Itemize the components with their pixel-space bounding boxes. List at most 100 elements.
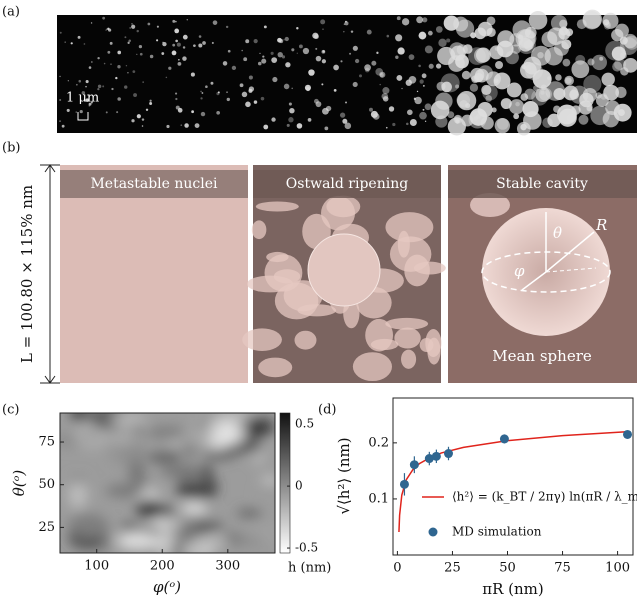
particle [172, 20, 175, 23]
particle [517, 122, 531, 136]
y-tick-label: 50 [38, 477, 55, 492]
particle [321, 50, 325, 54]
particle [116, 111, 118, 113]
particle [98, 85, 101, 88]
cluster [295, 331, 317, 350]
particle [85, 86, 87, 88]
cluster [371, 339, 398, 350]
particle [240, 83, 244, 87]
particle [296, 27, 298, 29]
cluster [353, 352, 392, 381]
cluster [266, 252, 288, 262]
particle [272, 77, 277, 82]
particle [565, 77, 572, 84]
particle [305, 85, 311, 91]
particle [147, 23, 150, 26]
particle [533, 85, 539, 91]
particle [569, 90, 579, 100]
fit-curve [399, 432, 629, 532]
particle [241, 50, 243, 52]
particle [176, 106, 180, 110]
particle [133, 93, 137, 97]
particle [200, 97, 202, 99]
particle [334, 89, 337, 92]
particle [365, 68, 370, 73]
cluster [242, 328, 282, 351]
particle [312, 33, 318, 39]
heat-blob [108, 442, 141, 466]
particle [232, 66, 236, 70]
particle [494, 73, 511, 90]
particle [132, 70, 135, 73]
particle [299, 44, 303, 48]
particle [195, 123, 200, 128]
data-point [410, 460, 419, 469]
particle [166, 125, 169, 128]
heat-blob [122, 523, 137, 532]
heat-blob [147, 451, 181, 462]
particle [150, 55, 153, 58]
particle [495, 61, 503, 69]
particle [117, 97, 121, 101]
particle [59, 76, 60, 77]
particle [423, 85, 425, 87]
data-point [500, 434, 509, 443]
legend-label: ⟨h²⟩ = (k_BT / 2πγ) ln(πR / λ_min) [452, 490, 637, 504]
particle [416, 16, 423, 23]
particle [201, 112, 205, 116]
particle [397, 16, 401, 20]
particle [419, 32, 427, 40]
particle [127, 72, 128, 73]
particle [519, 38, 533, 52]
particle [111, 88, 113, 90]
particle [242, 92, 248, 98]
heat-blob [67, 513, 108, 540]
particle [117, 51, 121, 55]
particle [454, 115, 463, 124]
particle [106, 111, 108, 113]
particle [175, 21, 177, 23]
particle [436, 63, 441, 68]
particle [180, 124, 182, 126]
particle [401, 88, 402, 89]
heat-blob [160, 464, 201, 476]
particle [542, 31, 558, 47]
data-point [432, 452, 441, 461]
particle [175, 40, 178, 43]
heat-blob [257, 483, 270, 508]
particle [107, 28, 109, 30]
cluster [274, 269, 301, 283]
particle [382, 87, 389, 94]
particle [422, 17, 427, 22]
scale-bar-label: 1 μm [66, 91, 99, 106]
particle [288, 117, 293, 122]
particle [303, 48, 309, 54]
particle [89, 66, 92, 69]
panel-label: (d) [318, 403, 336, 418]
y-tick-label: 0.1 [368, 491, 389, 506]
particle [322, 28, 323, 29]
particle [425, 45, 433, 53]
particle [529, 11, 548, 30]
x-axis-label: φ(ᵒ) [153, 578, 181, 596]
particle [226, 26, 228, 28]
particle [127, 42, 129, 44]
particle [420, 79, 424, 83]
cluster [420, 338, 434, 352]
particle [60, 32, 62, 34]
particle [76, 111, 77, 112]
particle [575, 55, 585, 65]
particle [559, 20, 567, 28]
particle [344, 24, 345, 25]
particle [450, 46, 465, 61]
particle [104, 63, 106, 65]
particle [289, 103, 292, 106]
particle [353, 46, 358, 51]
particle [150, 100, 152, 102]
cluster [275, 283, 318, 320]
particle [359, 74, 362, 77]
particle [161, 52, 164, 55]
particle [264, 25, 267, 28]
particle [308, 118, 312, 122]
particle [470, 68, 484, 82]
